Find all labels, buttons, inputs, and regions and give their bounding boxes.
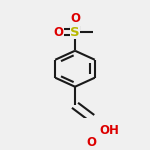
- Text: OH: OH: [100, 124, 120, 137]
- Text: O: O: [54, 26, 64, 39]
- Text: S: S: [70, 26, 80, 39]
- Text: O: O: [86, 136, 96, 149]
- Text: O: O: [70, 12, 80, 25]
